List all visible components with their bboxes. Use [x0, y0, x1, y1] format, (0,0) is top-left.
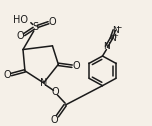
Text: O: O: [49, 17, 56, 27]
Text: O: O: [52, 87, 59, 97]
Text: O: O: [72, 61, 80, 71]
Text: HO: HO: [13, 15, 28, 25]
Text: O: O: [51, 115, 58, 125]
Text: +: +: [112, 33, 118, 39]
Text: N: N: [103, 42, 110, 51]
Text: N: N: [109, 34, 116, 43]
Text: N: N: [112, 26, 119, 35]
Text: O: O: [16, 31, 24, 41]
Text: N: N: [40, 78, 47, 88]
Text: −: −: [115, 23, 121, 32]
Text: S: S: [33, 22, 39, 32]
Text: O: O: [3, 70, 11, 80]
